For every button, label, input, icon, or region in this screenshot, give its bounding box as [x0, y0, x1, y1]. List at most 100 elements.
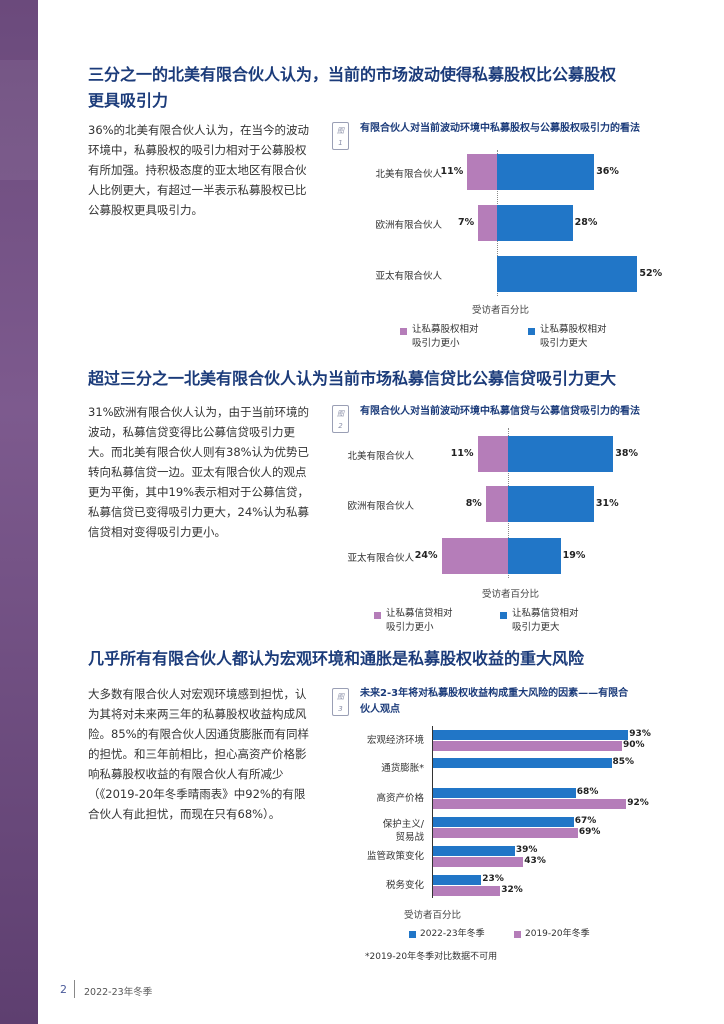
- figure-3-legend-2019: 2019-20年冬季: [525, 929, 590, 939]
- figure-3-legend-2022-swatch: [409, 931, 416, 938]
- value-label-more: 31%: [595, 498, 619, 509]
- figure-3-tag-num: 3: [338, 705, 343, 713]
- section-2-title: 超过三分之一北美有限合伙人认为当前市场私募信贷比公募信贷吸引力更大: [88, 366, 616, 392]
- value-label-2019: 90%: [623, 740, 645, 750]
- category-label: 北美有限合伙人: [375, 169, 442, 180]
- bar-less: [467, 154, 497, 190]
- bar-less: [477, 436, 508, 472]
- bar-more: [508, 486, 594, 522]
- section-1-title-line2: 更具吸引力: [88, 91, 169, 110]
- figure-3-legend-2019-swatch: [514, 931, 521, 938]
- bar-2022: [433, 788, 576, 798]
- value-label-2022: 67%: [574, 816, 597, 826]
- figure-1-legend-less-line2: 吸引力更小: [412, 338, 460, 349]
- value-label-more: 19%: [562, 550, 586, 561]
- figure-1-legend-less-line1: 让私募股权相对: [412, 324, 479, 335]
- footer-label: 2022-23年冬季: [84, 987, 153, 998]
- figure-3-tag: 图 3: [332, 688, 349, 716]
- category-label: 通货膨胀*: [381, 763, 424, 774]
- figure-2-legend-less-swatch: [374, 612, 381, 619]
- bar-2019: [433, 886, 501, 896]
- figure-3-tag-word: 图: [337, 693, 344, 701]
- value-label-less: 7%: [457, 217, 475, 228]
- figure-1-legend-more: 让私募股权相对 吸引力更大: [540, 323, 607, 351]
- figure-2-tag-word: 图: [337, 410, 344, 418]
- category-label: 亚太有限合伙人: [375, 271, 442, 282]
- value-label-more: 38%: [615, 448, 638, 459]
- figure-1-legend-less: 让私募股权相对 吸引力更小: [412, 323, 479, 351]
- bar-2019: [433, 828, 578, 838]
- bar-2022: [433, 846, 515, 856]
- page-number: 2: [60, 983, 67, 996]
- category-label: 亚太有限合伙人: [347, 553, 414, 564]
- figure-1-title: 有限合伙人对当前波动环境中私募股权与公募股权吸引力的看法: [360, 123, 640, 134]
- figure-2-legend-more: 让私募信贷相对 吸引力更大: [512, 607, 579, 635]
- value-label-2019: 69%: [578, 827, 601, 837]
- bar-2022: [433, 758, 612, 768]
- category-label: 税务变化: [385, 880, 424, 891]
- bar-less: [441, 538, 508, 574]
- category-label: 欧洲有限合伙人: [347, 501, 414, 512]
- figure-2-tag: 图 2: [332, 405, 349, 433]
- figure-1-axis-note: 受访者百分比: [472, 305, 530, 316]
- section-1-title-line1: 三分之一的北美有限合伙人认为，当前的市场波动使得私募股权比公募股权: [88, 65, 617, 84]
- figure-2-legend-less-line2: 吸引力更小: [386, 622, 434, 633]
- figure-1-legend-more-line1: 让私募股权相对: [540, 324, 607, 335]
- section-1-title: 三分之一的北美有限合伙人认为，当前的市场波动使得私募股权比公募股权 更具吸引力: [88, 62, 616, 114]
- value-label-more: 36%: [596, 166, 619, 177]
- sidebar-band: [0, 0, 38, 1024]
- section-3-title-line1: 几乎所有有限合伙人都认为宏观环境和通胀是私募股权收益的重大风险: [88, 649, 585, 668]
- figure-3-footnote: *2019-20年冬季对比数据不可用: [365, 952, 498, 962]
- bar-less: [478, 205, 497, 241]
- figure-3-legend-2022: 2022-23年冬季: [420, 929, 485, 939]
- bar-2022: [433, 875, 482, 885]
- section-3-title: 几乎所有有限合伙人都认为宏观环境和通胀是私募股权收益的重大风险: [88, 646, 584, 672]
- bar-more: [497, 154, 595, 190]
- value-label-less: 8%: [465, 498, 482, 509]
- figure-3-title-line2: 伙人观点: [360, 704, 400, 715]
- value-label-2019: 92%: [627, 798, 649, 808]
- footer-divider: [74, 980, 75, 998]
- figure-2-legend-less-line1: 让私募信贷相对: [386, 608, 453, 619]
- category-label: 高资产价格: [376, 793, 424, 804]
- category-label: 欧洲有限合伙人: [375, 220, 442, 231]
- figure-2-legend-more-line1: 让私募信贷相对: [512, 608, 579, 619]
- section-1-body: 36%的北美有限合伙人认为，在当今的波动环境中，私募股权的吸引力相对于公募股权有…: [88, 123, 310, 217]
- value-label-2022: 68%: [576, 787, 599, 797]
- figure-2-axis-note: 受访者百分比: [482, 589, 540, 600]
- bar-2019: [433, 741, 622, 751]
- value-label-2022: 39%: [515, 845, 538, 855]
- value-label-more: 28%: [574, 217, 598, 228]
- section-2-title-line1: 超过三分之一北美有限合伙人认为当前市场私募信贷比公募信贷吸引力更大: [88, 369, 617, 388]
- category-label: 保护主义/: [382, 819, 424, 830]
- figure-1-tag: 图 1: [332, 122, 349, 150]
- value-label-2019: 32%: [501, 885, 523, 895]
- section-3-body: 大多数有限合伙人对宏观环境感到担忧，认为其将对未来两三年的私募股权收益构成风险。…: [88, 687, 310, 821]
- value-label-more: 52%: [639, 268, 663, 279]
- figure-1-legend-more-swatch: [528, 328, 535, 335]
- bar-2019: [433, 857, 524, 867]
- value-label-2022: 85%: [612, 757, 635, 767]
- value-label-less: 11%: [450, 448, 474, 459]
- category-label: 北美有限合伙人: [347, 451, 414, 462]
- figure-3-title-line1: 未来2-3年将对私募股权收益构成重大风险的因素——有限合: [360, 688, 629, 699]
- figure-3-axis: [432, 726, 433, 898]
- value-label-2022: 23%: [482, 874, 504, 884]
- bar-more: [497, 256, 638, 292]
- section-2-body: 31%欧洲有限合伙人认为，由于当前环境的波动，私募信贷变得比公募信贷吸引力更大。…: [88, 405, 310, 539]
- figure-2-legend-less: 让私募信贷相对 吸引力更小: [386, 607, 453, 635]
- figure-1-legend-less-swatch: [400, 328, 407, 335]
- figure-1-tag-word: 图: [337, 127, 344, 135]
- figure-3-axis-note: 受访者百分比: [404, 910, 462, 921]
- figure-2-tag-num: 2: [338, 422, 343, 430]
- bar-more: [508, 538, 561, 574]
- figure-2-title: 有限合伙人对当前波动环境中私募信贷与公募信贷吸引力的看法: [360, 406, 640, 417]
- bar-less: [485, 486, 508, 522]
- bar-2019: [433, 799, 627, 809]
- value-label-less: 11%: [440, 166, 464, 177]
- bar-more: [497, 205, 573, 241]
- figure-3-title: 未来2-3年将对私募股权收益构成重大风险的因素——有限合 伙人观点: [360, 686, 628, 718]
- sidebar-texture: [0, 60, 38, 180]
- value-label-less: 24%: [414, 550, 438, 561]
- category-label: 宏观经济环境: [366, 735, 424, 746]
